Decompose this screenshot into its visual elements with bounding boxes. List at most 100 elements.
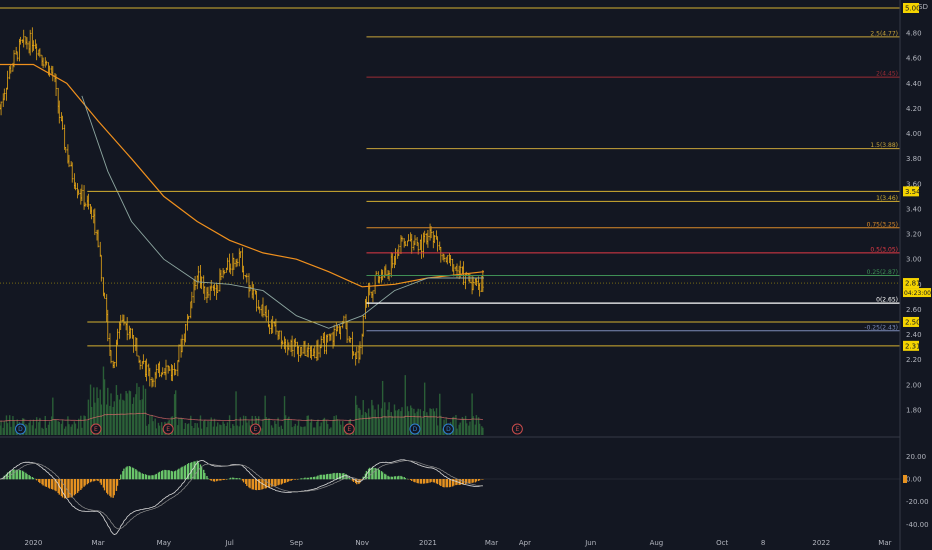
time-axis[interactable]: 2020 Mar May Jul Sep Nov 2021 Mar Apr Jun Aug Oct 8 2… (24, 539, 891, 547)
volume-bar (456, 428, 458, 435)
event-marker-label: E (166, 426, 170, 433)
macd-histogram-bar (381, 472, 384, 480)
volume-bar (74, 423, 77, 435)
macd-histogram-bar (255, 479, 258, 491)
price-tick-label: 2.60 (906, 306, 922, 314)
macd-histogram-bar (242, 479, 245, 483)
time-tick-label: Mar (878, 539, 891, 547)
macd-histogram-bar (248, 479, 250, 488)
macd-histogram-bar (361, 479, 363, 481)
price-tick-label: 4.60 (906, 55, 922, 63)
volume-bar (233, 425, 235, 435)
volume-bar (77, 418, 80, 435)
volume-bar (71, 424, 73, 435)
volume-bar (5, 415, 8, 435)
macd-histogram-bar (76, 479, 79, 493)
volume-bar (57, 421, 59, 435)
macd-histogram-bar (107, 479, 109, 495)
volume-bar (10, 426, 12, 435)
macd-histogram-bar (278, 479, 280, 485)
macd-histogram-bar (336, 472, 339, 480)
macd-histogram-bar (51, 479, 53, 490)
macd-histogram-bar (160, 470, 163, 480)
macd-histogram-bar (89, 479, 92, 483)
macd-histogram-bar (322, 474, 325, 480)
macd-histogram-bar (387, 475, 389, 480)
volume-bar (209, 421, 211, 435)
volume-bar (297, 420, 300, 435)
volume-bar (303, 426, 305, 435)
volume-bar (103, 379, 106, 435)
macd-histogram-bar (394, 476, 397, 480)
volume-bar (371, 399, 373, 435)
macd-histogram-bar (145, 474, 148, 480)
volume-bar (122, 399, 124, 435)
macd-histogram-bar (81, 479, 83, 489)
volume-bar (322, 418, 325, 435)
volume-bar (427, 415, 429, 435)
volume-bar (34, 428, 37, 435)
macd-histogram-bar (403, 476, 405, 480)
macd-value-badge (903, 475, 907, 483)
macd-tick-label: 0.00 (906, 476, 922, 484)
macd-histogram-bar (28, 474, 30, 480)
macd-histogram-bar (141, 473, 143, 480)
macd-histogram-bar (277, 479, 279, 486)
price-tick-label: 3.00 (906, 256, 922, 264)
price-axis[interactable]: USD 4.80 4.60 4.40 4.20 4.00 3.80 3.60 3.40 3.20… (903, 3, 931, 414)
volume-bar (381, 380, 384, 435)
volume-bar (423, 382, 426, 435)
macd-histogram-bar (348, 477, 350, 480)
macd-histogram-bar (316, 476, 318, 480)
volume-bar (145, 425, 148, 435)
macd-histogram-bar (449, 479, 452, 487)
macd-tick-label: 20.00 (906, 453, 926, 461)
volume-bar (149, 415, 151, 435)
volume-bar (160, 422, 163, 435)
volume-bar (362, 400, 364, 435)
macd-histogram-bar (367, 468, 370, 480)
fib-label: 1.5(3.88) (870, 142, 898, 149)
volume-bar (55, 420, 57, 435)
macd-histogram-bar (478, 479, 481, 481)
macd-histogram-bar (87, 479, 90, 484)
macd-histogram-bar (314, 476, 316, 480)
macd-histogram-bar (48, 479, 51, 489)
volume-bar (87, 399, 90, 435)
macd-histogram-bar (252, 479, 254, 490)
volume-bar (128, 390, 131, 435)
volume-bar (81, 427, 83, 435)
volume-bar (472, 416, 474, 435)
volume-bar (68, 424, 70, 435)
volume-bar (217, 422, 219, 435)
macd-histogram-bar (401, 476, 403, 480)
volume-bar (162, 428, 164, 435)
macd-histogram-bar (482, 479, 484, 480)
macd-histogram-bar (375, 468, 377, 480)
volume-bar (261, 428, 263, 435)
volume-bar (129, 391, 132, 435)
macd-histogram-bar (154, 474, 156, 480)
macd-histogram-bar (287, 479, 289, 483)
volume-bar (283, 396, 286, 435)
macd-histogram-bar (417, 479, 419, 484)
macd-histogram-bar (173, 471, 176, 480)
macd-histogram-bar (157, 472, 160, 480)
macd-histogram-bar (475, 479, 478, 482)
macd-histogram-bar (35, 479, 38, 481)
volume-bar (420, 417, 423, 435)
event-marker (90, 423, 102, 435)
volume-bar (141, 399, 143, 435)
macd-axis[interactable]: 20.00 0.00 -20.00 -40.00 (903, 453, 929, 529)
fib-levels: 2.5(4.77) 2(4.45) 1.5(3.88) 1(3.46) 0.75(3.2… (0, 7, 900, 347)
macd-histogram-bar (3, 475, 6, 480)
volume-bar (203, 421, 205, 435)
volume-bar (44, 415, 46, 435)
volume-bar (271, 427, 274, 435)
volume-bar (325, 420, 328, 435)
macd-histogram-bar (171, 471, 174, 480)
volume-bar (236, 425, 238, 435)
macd-histogram-bar (94, 479, 96, 481)
macd-histogram-bar (74, 479, 77, 495)
